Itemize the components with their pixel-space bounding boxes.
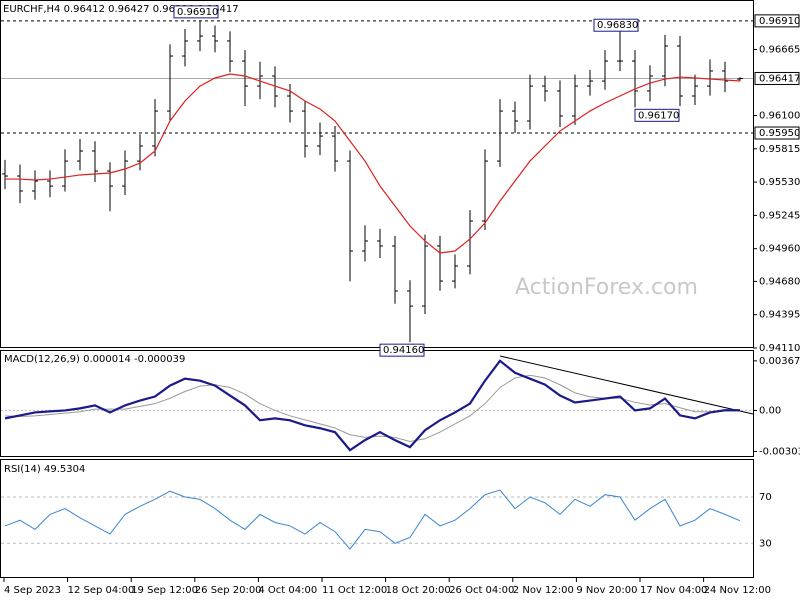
symbol: EURCHF,H4: [3, 4, 60, 15]
y-tick-label: 0.95245: [759, 210, 800, 221]
y-tick-label: 0.94110: [759, 343, 800, 354]
macd-value: 0.000014: [83, 354, 131, 365]
y-tick-label: 0.96100: [759, 110, 800, 121]
rsi-title: RSI(14) 49.5304: [4, 464, 85, 475]
x-tick-label: 4 Sep 2023: [4, 585, 61, 596]
rsi-panel: [0, 459, 754, 578]
ma-line: [5, 73, 741, 254]
rsi-value: 49.5304: [44, 464, 85, 475]
callout-label: 0.96830: [597, 20, 638, 31]
current-price-label: 0.96417: [759, 73, 800, 84]
macd-tick-label: -0.003038: [759, 446, 800, 457]
callout-box: [593, 18, 639, 32]
x-tick-label: 26 Oct 04:00: [449, 585, 514, 596]
current-price-box: [754, 71, 800, 85]
y-tick-label: 0.96665: [759, 44, 800, 55]
callout-label: 0.94160: [383, 345, 424, 356]
macd-main: [4, 359, 741, 452]
y-tick-label: 0.94960: [759, 244, 800, 255]
x-tick-label: 12 Sep 04:00: [68, 585, 135, 596]
callout-label: 0.96170: [638, 110, 679, 121]
x-tick-label: 9 Nov 20:00: [576, 585, 637, 596]
callout-box: [379, 343, 425, 357]
y-tick-label: 0.94395: [759, 310, 800, 321]
level-box: [754, 14, 800, 28]
macd-title: MACD(12,26,9) 0.000014 -0.000039: [4, 354, 185, 365]
macd-name: MACD(12,26,9): [4, 354, 80, 365]
macd-signal: [4, 374, 741, 442]
level-label: 0.96910: [759, 16, 800, 27]
rsi-line: [4, 489, 741, 550]
x-tick-label: 26 Sep 20:00: [195, 585, 262, 596]
macd-tick-label: 0.00367: [759, 356, 800, 367]
watermark: ActionForex.com: [515, 275, 698, 300]
x-tick-label: 19 Sep 12:00: [131, 585, 198, 596]
x-tick-label: 18 Oct 20:00: [386, 585, 451, 596]
callout-box: [173, 5, 219, 19]
level-box: [754, 126, 800, 140]
ohlc-value: 0.96396: [153, 4, 194, 15]
y-tick-label: 0.95815: [759, 144, 800, 155]
rsi-tick-label: 70: [759, 492, 772, 503]
signal-value: -0.000039: [134, 354, 185, 365]
ohlc-value: 0.96412: [64, 4, 105, 15]
rsi-tick-label: 30: [759, 538, 772, 549]
y-tick-label: 0.94680: [759, 276, 800, 287]
y-tick-label: 0.95530: [759, 177, 800, 188]
price-panel: [0, 0, 754, 348]
ohlc-value: 0.96427: [108, 4, 149, 15]
macd-panel: [0, 350, 754, 457]
rsi-name: RSI(14): [4, 464, 41, 475]
x-tick-label: 17 Nov 04:00: [640, 585, 707, 596]
macd-trendline: [499, 355, 754, 415]
macd-tick-label: 0.00: [759, 405, 781, 416]
callout-box: [634, 108, 680, 122]
x-tick-label: 11 Oct 12:00: [322, 585, 387, 596]
level-label: 0.95950: [759, 128, 800, 139]
callout-label: 0.96910: [177, 7, 218, 18]
x-tick-label: 2 Nov 12:00: [513, 585, 574, 596]
x-tick-label: 24 Nov 12:00: [704, 585, 771, 596]
x-tick-label: 4 Oct 04:00: [258, 585, 317, 596]
